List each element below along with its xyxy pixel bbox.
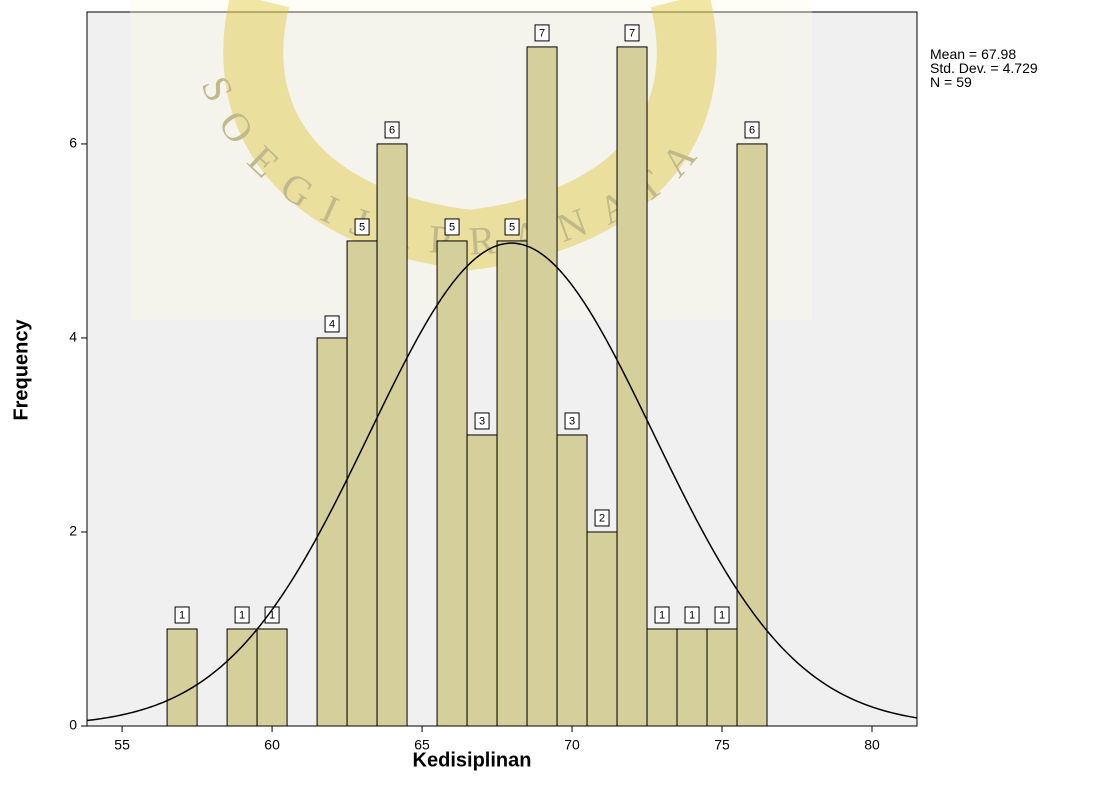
bar xyxy=(737,144,767,726)
watermark: SOEGIJAPRANATA xyxy=(130,0,812,320)
bar xyxy=(497,241,527,726)
bar xyxy=(317,338,347,726)
bar xyxy=(647,629,677,726)
y-tick-label: 6 xyxy=(69,135,77,151)
data-label: 1 xyxy=(689,609,695,621)
data-label: 6 xyxy=(749,124,755,136)
x-tick-label: 60 xyxy=(264,737,280,753)
bar xyxy=(437,241,467,726)
data-label: 1 xyxy=(179,609,185,621)
bar xyxy=(347,241,377,726)
bar xyxy=(527,47,557,726)
data-label: 2 xyxy=(599,512,605,524)
x-axis-title: Kedisiplinan xyxy=(413,749,532,771)
x-tick-label: 55 xyxy=(114,737,130,753)
y-axis-title: Frequency xyxy=(10,319,32,421)
bar xyxy=(587,532,617,726)
data-label: 5 xyxy=(509,221,515,233)
stat-label: N = xyxy=(930,74,952,90)
y-tick-label: 0 xyxy=(69,717,77,733)
bar xyxy=(257,629,287,726)
x-tick-label: 65 xyxy=(414,737,430,753)
data-label: 4 xyxy=(329,318,335,330)
y-tick-label: 4 xyxy=(69,329,77,345)
data-label: 1 xyxy=(719,609,725,621)
data-label: 1 xyxy=(239,609,245,621)
bar xyxy=(677,629,707,726)
data-label: 3 xyxy=(569,415,575,427)
chart: SOEGIJAPRANATA Kedisiplinan Frequency 0 2… xyxy=(0,0,1106,803)
stat-value: 59 xyxy=(956,74,972,90)
bar xyxy=(617,47,647,726)
data-label: 5 xyxy=(449,221,455,233)
data-label: 5 xyxy=(359,221,365,233)
bar xyxy=(557,435,587,726)
y-tick-label: 2 xyxy=(69,523,77,539)
data-label: 7 xyxy=(629,27,635,39)
data-label: 7 xyxy=(539,27,545,39)
bar xyxy=(227,629,257,726)
data-label: 3 xyxy=(479,415,485,427)
bar xyxy=(377,144,407,726)
bar xyxy=(707,629,737,726)
x-tick-label: 75 xyxy=(714,737,730,753)
data-label: 1 xyxy=(659,609,665,621)
stat-value: 4.729 xyxy=(1003,60,1038,76)
data-label: 1 xyxy=(269,609,275,621)
stat-line: N =59 xyxy=(930,74,972,90)
bar xyxy=(167,629,197,726)
x-tick-label: 70 xyxy=(564,737,580,753)
x-tick-label: 80 xyxy=(864,737,880,753)
bar xyxy=(467,435,497,726)
data-label: 6 xyxy=(389,124,395,136)
